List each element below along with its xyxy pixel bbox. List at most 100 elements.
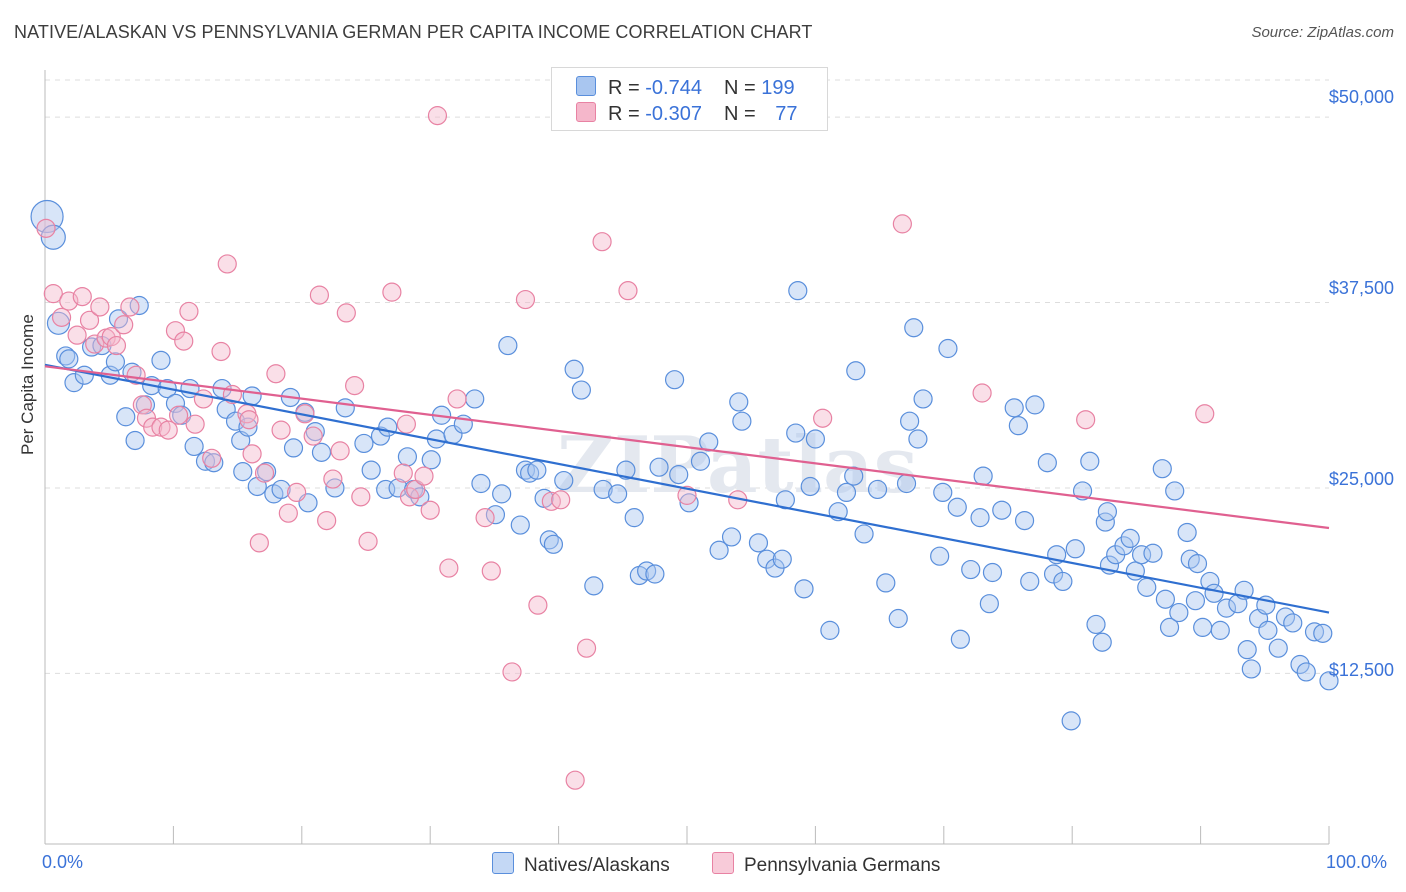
- native-point: [421, 450, 441, 470]
- native-point: [729, 392, 749, 412]
- pa-german-point: [323, 469, 343, 489]
- pa-german-point: [420, 500, 440, 520]
- bottom-legend-natives: Natives/Alaskans: [492, 852, 670, 877]
- pa-german-point: [447, 389, 467, 409]
- pa-german-point: [618, 281, 638, 301]
- pa-german-point: [1195, 404, 1215, 424]
- pa-german-point: [813, 408, 833, 428]
- native-point: [690, 451, 711, 471]
- native-point: [867, 479, 888, 500]
- y-axis-label: Per Capita Income: [18, 314, 37, 455]
- y-tick-label: $50,000: [1328, 87, 1394, 107]
- pa-german-point: [211, 341, 231, 362]
- native-point: [1137, 577, 1157, 597]
- native-point: [1258, 620, 1278, 640]
- pa-german-point: [515, 289, 536, 310]
- native-point: [982, 562, 1003, 583]
- chart-title: NATIVE/ALASKAN VS PENNSYLVANIA GERMAN PE…: [14, 22, 813, 42]
- native-point: [933, 482, 953, 503]
- native-point: [233, 462, 253, 482]
- legend-row-pa-germans: R = -0.307 N = 77: [576, 102, 797, 126]
- pa-german-point: [242, 444, 262, 464]
- pa-german-point: [528, 595, 548, 615]
- native-point: [1080, 451, 1100, 471]
- native-point: [361, 460, 381, 480]
- native-point: [397, 447, 418, 467]
- native-point: [786, 423, 806, 443]
- pa-german-point: [317, 510, 337, 531]
- pa-german-point: [396, 414, 416, 434]
- native-point: [1319, 671, 1339, 691]
- native-point: [1014, 510, 1035, 531]
- pa-german-point: [165, 321, 186, 341]
- native-point: [679, 493, 699, 513]
- pa-german-point: [90, 297, 110, 317]
- native-point: [669, 465, 689, 485]
- native-point: [283, 438, 304, 458]
- native-point: [973, 466, 993, 486]
- native-point: [116, 407, 136, 427]
- native-point: [584, 576, 604, 596]
- native-point: [1204, 583, 1224, 603]
- bottom-legend-swatch-blue: [492, 852, 514, 874]
- native-point: [908, 429, 928, 449]
- pa-german-point: [114, 315, 134, 335]
- native-point: [1187, 554, 1208, 574]
- native-point: [1290, 654, 1310, 675]
- native-point: [471, 473, 491, 494]
- pa-german-point: [126, 365, 146, 385]
- pa-german-point: [174, 331, 194, 351]
- pa-german-point: [551, 490, 571, 510]
- native-point: [1053, 571, 1073, 592]
- native-point: [30, 199, 64, 234]
- native-point: [930, 546, 950, 566]
- native-point: [1086, 614, 1106, 635]
- native-point: [876, 573, 896, 593]
- native-point: [165, 393, 186, 414]
- native-point: [664, 370, 685, 390]
- legend-n-value: 77: [775, 103, 798, 125]
- pa-german-point: [330, 441, 350, 461]
- pa-german-point: [345, 376, 365, 396]
- pa-german-point: [309, 285, 330, 305]
- pa-german-point: [101, 327, 121, 347]
- native-point: [527, 460, 547, 480]
- native-point: [992, 500, 1012, 520]
- pa-german-point: [239, 410, 259, 430]
- pa-german-point: [565, 770, 585, 790]
- native-point: [608, 484, 628, 504]
- native-point: [564, 359, 584, 379]
- pa-german-point: [427, 106, 448, 126]
- native-point: [184, 436, 204, 457]
- legend-r-label: R =: [608, 103, 646, 125]
- native-point: [721, 527, 742, 547]
- legend-swatch-blue: [576, 76, 596, 96]
- pa-german-point: [120, 297, 140, 317]
- native-point: [904, 318, 924, 338]
- native-point: [913, 389, 933, 409]
- watermark: ZIPatlas: [557, 420, 918, 511]
- native-point: [1296, 662, 1316, 682]
- native-point: [151, 350, 171, 370]
- pa-german-point: [202, 448, 222, 468]
- chart-source: Source: ZipAtlas.com: [1251, 24, 1394, 41]
- native-point: [709, 540, 729, 560]
- native-point: [836, 482, 857, 503]
- native-point: [888, 608, 908, 629]
- pa-german-point: [249, 533, 269, 553]
- y-tick-label: $25,000: [1328, 469, 1394, 489]
- pa-german-point: [393, 463, 413, 483]
- native-point: [947, 497, 967, 517]
- native-point: [1020, 571, 1040, 592]
- native-point: [1092, 632, 1112, 652]
- native-point: [354, 433, 374, 454]
- native-point: [554, 470, 574, 491]
- native-point: [40, 224, 66, 250]
- pa-german-point: [79, 310, 100, 330]
- native-point: [854, 524, 874, 544]
- native-point: [242, 386, 262, 406]
- native-point: [59, 349, 79, 369]
- native-point: [64, 373, 84, 393]
- native-point: [510, 515, 530, 535]
- pa-german-point: [1076, 410, 1096, 430]
